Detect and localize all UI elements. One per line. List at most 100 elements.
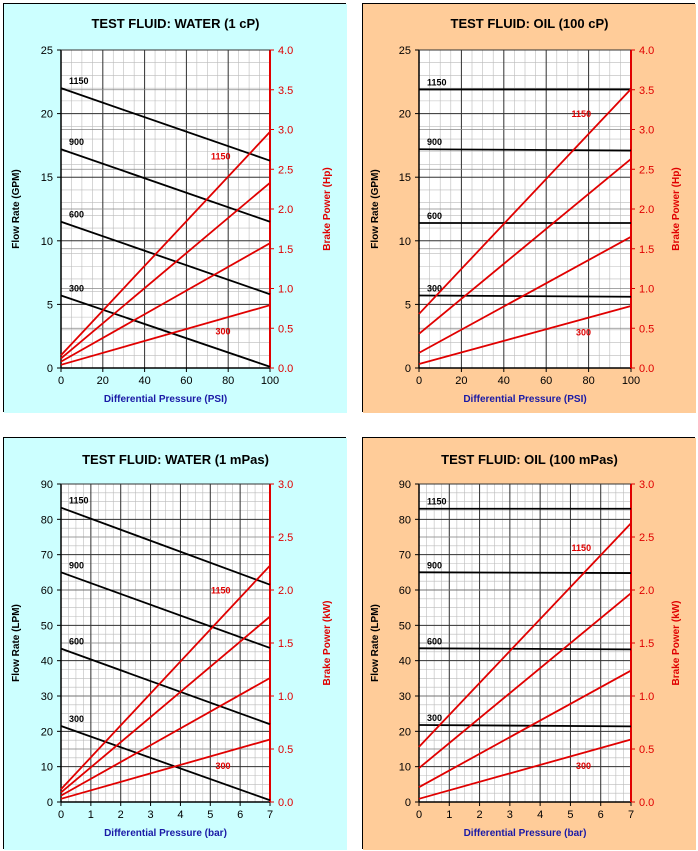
flow-line-label: 600 [69,210,84,220]
y2-tick-label: 1.0 [639,284,654,296]
flow-line-600 [60,647,271,726]
power-line-300 [60,304,271,366]
y2-tick-label: 3.5 [278,85,293,97]
power-line-label: 1150 [211,152,231,162]
y2-tick-label: 3.0 [639,125,654,137]
chart-panel-oil-us: TEST FLUID: OIL (100 cP) 0 20 40 60 80 100 0 5 10… [362,3,696,413]
x-tick-label: 3 [507,809,513,821]
x-tick-label: 1 [88,809,94,821]
y-axis-label: Flow Rate (GPM) [11,169,22,248]
y-tick-label: 0 [47,363,53,375]
flow-line-300 [418,724,632,728]
y2-tick-label: 4.0 [278,45,293,57]
y2-axis-label: Brake Power (kW) [671,600,682,685]
y-tick-label: 20 [41,726,53,738]
flow-line-300 [418,294,632,298]
x-tick-label: 40 [498,375,510,387]
power-line-1150 [418,88,632,315]
power-line-1150 [418,522,632,748]
x-tick-label: 3 [148,809,154,821]
chart-svg-oil-us: TEST FLUID: OIL (100 cP) 0 20 40 60 80 100 0 5 10… [363,4,696,413]
y-tick-label: 40 [41,656,53,668]
y2-tick-label: 3.0 [278,479,293,491]
y2-tick-label: 1.5 [639,244,654,256]
flow-line-label: 600 [69,637,84,647]
flow-line-900 [418,571,632,574]
x-tick-label: 2 [118,809,124,821]
y-axis-label: Flow Rate (GPM) [370,169,381,248]
y-tick-label: 10 [41,236,53,248]
x-tick-label: 0 [58,375,64,387]
y2-tick-label: 3.0 [639,479,654,491]
x-tick-label: 0 [416,809,422,821]
y2-tick-label: 2.5 [639,164,654,176]
y2-axis-label: Brake Power (kW) [322,600,333,685]
y2-tick-label: 0.0 [639,797,654,809]
y-tick-label: 15 [399,172,411,184]
chart-panel-oil-metric: TEST FLUID: OIL (100 mPas) 0 1 2 3 4 5 6 7 0 10 20 3… [362,437,696,850]
y2-tick-label: 1.0 [278,691,293,703]
y-tick-label: 10 [399,762,411,774]
power-line-2 [60,677,271,797]
y-tick-label: 60 [41,585,53,597]
power-line-label: 300 [576,327,591,337]
y-tick-label: 25 [41,45,53,57]
power-line-1 [418,158,632,335]
y-tick-label: 90 [41,479,53,491]
power-line-label: 1150 [572,109,592,119]
x-tick-label: 60 [180,375,192,387]
x-tick-label: 100 [622,375,640,387]
power-line-label: 300 [216,761,231,771]
y2-tick-label: 2.0 [639,204,654,216]
y-tick-label: 0 [405,797,411,809]
chart-svg-water-metric: TEST FLUID: WATER (1 mPas)0 1 2 3 4 5 6 7010203… [4,438,347,850]
y2-axis-label: Brake Power (Hp) [322,167,333,250]
x-tick-label: 6 [237,809,243,821]
y2-tick-label: 2.0 [278,204,293,216]
power-line-label: 300 [576,761,591,771]
x-tick-label: 40 [138,375,150,387]
y2-tick-label: 1.0 [278,284,293,296]
x-tick-label: 5 [207,809,213,821]
y2-axis-label: Brake Power (Hp) [671,167,682,250]
flow-line-label: 1150 [427,497,447,507]
flow-line-900 [60,148,271,223]
chart-title: TEST FLUID: WATER (1 mPas) [82,452,269,467]
flow-line-label: 900 [69,560,84,570]
flow-line-label: 900 [427,137,442,147]
x-axis-label: Differential Pressure (bar) [104,828,227,839]
y-tick-label: 30 [399,691,411,703]
flow-line-300 [60,294,271,368]
power-line-label: 1150 [572,543,592,553]
y2-tick-label: 1.5 [278,638,293,650]
x-tick-label: 80 [222,375,234,387]
x-axis-label: Differential Pressure (bar) [464,828,587,839]
power-line-1150 [60,565,271,790]
x-tick-label: 1 [446,809,452,821]
chart-title: TEST FLUID: OIL (100 mPas) [441,452,618,467]
power-line-1150 [60,131,271,356]
power-line-2 [60,242,271,363]
x-tick-label: 80 [582,375,594,387]
power-line-2 [418,236,632,354]
power-line-1 [60,615,271,794]
x-tick-label: 0 [416,375,422,387]
y2-tick-label: 4.0 [639,45,654,57]
y2-tick-label: 0.0 [639,363,654,375]
power-line-label: 300 [216,327,231,337]
x-tick-label: 6 [598,809,604,821]
y-tick-label: 50 [399,620,411,632]
chart-panel-water-metric: TEST FLUID: WATER (1 mPas) 0 1 2 3 4 5 6 7 0 10 20 3… [3,437,347,850]
y2-tick-label: 0.0 [278,797,293,809]
flow-line-label: 300 [427,283,442,293]
y-tick-label: 70 [399,550,411,562]
y2-tick-label: 0.0 [278,363,293,375]
y2-tick-label: 1.5 [278,244,293,256]
x-tick-label: 4 [177,809,183,821]
flow-line-label: 900 [69,137,84,147]
y2-tick-label: 1.0 [639,691,654,703]
y2-tick-label: 3.0 [278,125,293,137]
power-line-label: 1150 [211,585,231,595]
x-axis-label: Differential Pressure (PSI) [463,394,586,405]
flow-line-300 [60,725,271,802]
